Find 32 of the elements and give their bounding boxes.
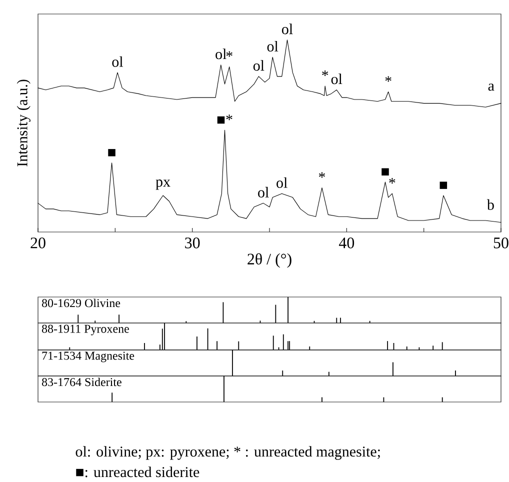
annotation: ol bbox=[276, 177, 288, 188]
chart-title: 80-1629 Olivine bbox=[42, 298, 120, 308]
annotation: ol bbox=[253, 60, 264, 71]
series-label: a bbox=[488, 84, 494, 91]
annotation: * bbox=[385, 76, 392, 82]
annotation: ■* bbox=[217, 114, 232, 124]
annotation: ol bbox=[267, 40, 278, 52]
annotation: * bbox=[318, 172, 325, 178]
y-axis-title: Intensity (a.u.) bbox=[16, 80, 30, 166]
x-tick-label: 50 bbox=[494, 238, 508, 248]
annotation: ol bbox=[282, 24, 293, 34]
annotation: px bbox=[156, 180, 170, 190]
chart-title: 88-1911 Pyroxene bbox=[42, 324, 129, 336]
chart-title: 83-1764 Siderite bbox=[42, 378, 122, 386]
annotation: ■ bbox=[440, 182, 448, 189]
annotation: ol bbox=[331, 74, 342, 84]
text: ■: unreacted siderite bbox=[76, 466, 200, 478]
x-tick-label: 30 bbox=[185, 238, 200, 248]
chart-title: 71-1534 Magnesite bbox=[42, 352, 134, 362]
x-tick-label: 40 bbox=[338, 238, 354, 248]
annotation: * bbox=[226, 51, 232, 57]
annotation: ol bbox=[216, 48, 226, 60]
x-tick-label: 20 bbox=[30, 238, 46, 248]
series-label: b bbox=[486, 199, 494, 210]
text: ol: olivine; px: pyroxene; * : unreacted magnesite; bbox=[76, 446, 380, 460]
x-axis-title: 2θ / (°) bbox=[248, 253, 292, 268]
annotation: ol bbox=[112, 56, 124, 67]
annotation: ■ bbox=[108, 149, 116, 156]
annotation: * bbox=[389, 178, 396, 184]
annotation: ol bbox=[258, 186, 269, 198]
annotation: ■ bbox=[382, 168, 389, 176]
annotation: * bbox=[322, 70, 328, 76]
